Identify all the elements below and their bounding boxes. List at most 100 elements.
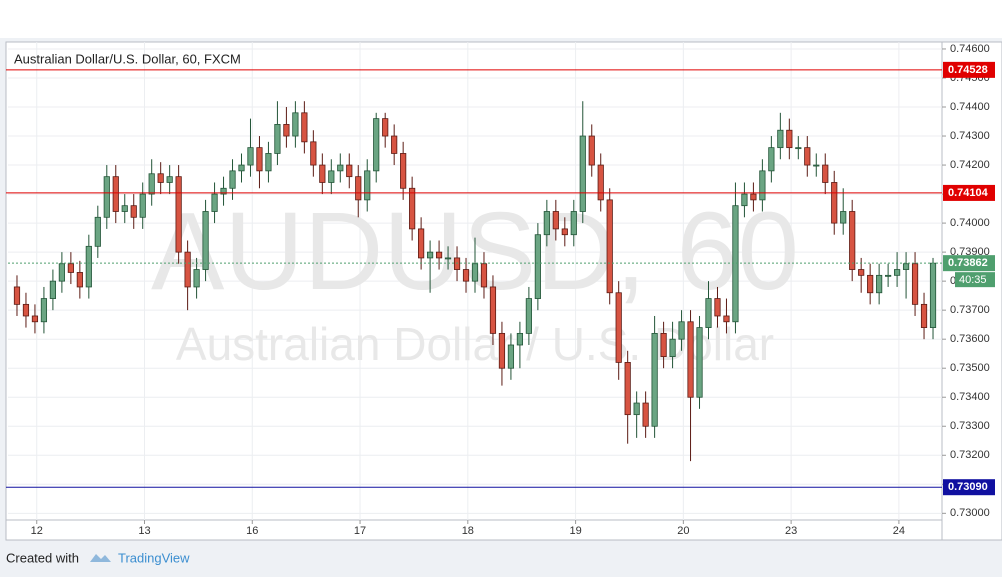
candle-body (184, 251, 191, 288)
candle-body (391, 135, 398, 154)
candle-body (723, 315, 730, 323)
candle-body (696, 327, 703, 398)
y-tick-label: 0.73400 (950, 391, 990, 403)
candle-body (193, 269, 200, 288)
candle-body (633, 402, 640, 416)
level-label: 0.73090 (948, 481, 988, 493)
candle-body (849, 211, 856, 270)
candle-body (867, 274, 874, 294)
candle-body (885, 274, 892, 277)
candle-body (669, 338, 676, 358)
candle-body (624, 362, 631, 416)
candle-body (480, 263, 488, 288)
candle-body (795, 147, 802, 150)
x-tick-label: 23 (785, 525, 797, 537)
candle-body (516, 332, 523, 346)
candle-body (498, 332, 506, 369)
candle-body (382, 118, 389, 137)
candle-body (462, 269, 470, 282)
y-tick-label: 0.74200 (950, 159, 990, 171)
candle-body (220, 187, 227, 195)
chart-frame (5, 41, 1002, 541)
candle-body (642, 402, 649, 427)
candle-body (238, 164, 245, 172)
x-tick-label: 24 (893, 525, 905, 537)
footer-brand[interactable]: TradingView (118, 550, 190, 565)
candle-body (202, 211, 209, 270)
candle-body (615, 292, 622, 363)
candle-body (678, 321, 685, 340)
candle-body (570, 211, 577, 236)
y-tick-label: 0.73200 (950, 449, 990, 461)
x-tick-label: 13 (138, 525, 150, 537)
candle-body (76, 272, 83, 288)
candle-body (759, 170, 766, 201)
candle-body (606, 199, 613, 294)
level-label-bg (943, 61, 995, 78)
candle-body (40, 298, 48, 323)
candle-body (229, 170, 236, 189)
candle-body (112, 176, 119, 212)
footer-created-with: Created with (6, 550, 79, 565)
candle-body (121, 205, 128, 212)
candle-body (418, 228, 425, 259)
y-tick-label: 0.74300 (950, 130, 990, 142)
candle-body (525, 298, 532, 334)
candle-body (876, 274, 883, 294)
candle-body (292, 112, 299, 137)
candle-body (157, 173, 164, 183)
candle-body (13, 286, 21, 305)
candle-body (588, 135, 595, 166)
candle-body (444, 257, 452, 260)
x-tick-label: 18 (462, 525, 474, 537)
candle-body (130, 205, 137, 218)
y-tick-label: 0.74400 (950, 101, 990, 113)
candle-body (103, 176, 110, 218)
candle-body (920, 303, 928, 328)
y-tick-label: 0.73600 (950, 333, 990, 345)
y-tick-label: 0.74000 (950, 217, 990, 229)
candle-body (301, 112, 308, 143)
candle-body (139, 193, 146, 218)
candle-body (355, 176, 362, 201)
candle-body (929, 262, 937, 328)
candle-body (534, 234, 541, 299)
candle-body (507, 344, 515, 369)
candle-body (651, 332, 658, 427)
candle-body (337, 164, 344, 172)
level-label: 0.74528 (948, 64, 988, 76)
candle-body (85, 245, 92, 288)
level-label-bg (943, 479, 995, 496)
candle-body (714, 298, 721, 317)
candle-body (94, 216, 101, 247)
candle-body (902, 263, 910, 270)
countdown-bg (955, 272, 995, 288)
candle-body (786, 129, 793, 149)
x-tick-label: 12 (31, 525, 43, 537)
candle-body (489, 286, 497, 334)
candle-body (166, 176, 173, 183)
candle-body (822, 164, 829, 183)
plot (6, 69, 942, 488)
x-tick-label: 20 (677, 525, 689, 537)
candle-body (400, 153, 407, 189)
candle-body (894, 269, 901, 276)
candle-body (561, 228, 568, 236)
x-tick-label: 19 (569, 525, 581, 537)
candle-body (319, 164, 326, 183)
candle-body (427, 251, 434, 259)
candle-body (453, 257, 461, 270)
candle-body (256, 147, 263, 172)
candle-body (840, 211, 847, 224)
candle-body (67, 263, 74, 273)
last-price-label-bg (943, 255, 995, 272)
candle-body (310, 141, 317, 166)
y-tick-label: 0.73700 (950, 304, 990, 316)
candle-body (274, 124, 281, 154)
candle-body (328, 170, 335, 183)
candle-body (579, 135, 586, 212)
candle-body (597, 164, 604, 201)
candle-body (435, 251, 443, 259)
